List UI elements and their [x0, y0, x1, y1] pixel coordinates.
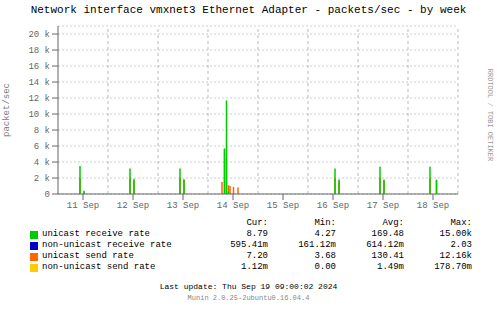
html-text:Last update: Thu Sep 19 09:00:: Last update: Thu Sep 19 09:00:02 2024	[159, 282, 338, 291]
html-text:12.16k: 12.16k	[439, 251, 472, 261]
svg-text:18 k: 18 k	[28, 46, 50, 56]
html-text:2.03: 2.03	[450, 240, 472, 250]
svg-text:16 Sep: 16 Sep	[317, 201, 349, 211]
svg-text:4 k: 4 k	[34, 158, 50, 168]
html-text:RRDTOOL / TOBI OETIKER: RRDTOOL / TOBI OETIKER	[486, 68, 494, 162]
svg-text:13 Sep: 13 Sep	[167, 201, 199, 211]
html-text:169.48: 169.48	[371, 229, 404, 239]
html-text:130.41: 130.41	[371, 251, 404, 261]
html-text:0.00: 0.00	[314, 262, 336, 272]
html-text:unicast receive rate: unicast receive rate	[42, 229, 150, 239]
svg-text:8 k: 8 k	[34, 126, 50, 136]
html-text:unicast send rate: unicast send rate	[42, 251, 134, 261]
html-text:1.12m: 1.12m	[241, 262, 268, 272]
svg-text:10 k: 10 k	[28, 110, 50, 120]
svg-text:17 Sep: 17 Sep	[367, 201, 399, 211]
html-text:7.20: 7.20	[246, 251, 268, 261]
html-text:non-unicast receive rate: non-unicast receive rate	[42, 240, 172, 250]
html-text:8.79: 8.79	[246, 229, 268, 239]
html-text:15.00k: 15.00k	[439, 229, 472, 239]
html-text:Munin 2.0.25-2ubuntu0.16.04.4: Munin 2.0.25-2ubuntu0.16.04.4	[187, 294, 310, 302]
svg-text:2 k: 2 k	[34, 174, 50, 184]
svg-text:14 k: 14 k	[28, 78, 50, 88]
svg-text:12 Sep: 12 Sep	[117, 201, 149, 211]
html-text:178.70m: 178.70m	[434, 262, 472, 272]
html-text:Max:: Max:	[450, 218, 472, 228]
svg-text:15 Sep: 15 Sep	[267, 201, 299, 211]
html-text:Network interface vmxnet3 Ethe: Network interface vmxnet3 Ethernet Adapt…	[30, 4, 467, 16]
svg-text:12 k: 12 k	[28, 94, 50, 104]
html-text:3.68: 3.68	[314, 251, 336, 261]
html-text:Min:: Min:	[314, 218, 336, 228]
svg-text:16 k: 16 k	[28, 62, 50, 72]
html-text:614.12m: 614.12m	[366, 240, 404, 250]
html-text:1.49m: 1.49m	[377, 262, 404, 272]
html-text:Avg:: Avg:	[382, 218, 404, 228]
svg-text:14 Sep: 14 Sep	[217, 201, 249, 211]
html-text:4.27: 4.27	[314, 229, 336, 239]
html-text:Cur:: Cur:	[246, 218, 268, 228]
svg-text:packet/sec: packet/sec	[8, 83, 12, 137]
svg-text:11 Sep: 11 Sep	[67, 201, 99, 211]
svg-text:0: 0	[45, 190, 50, 200]
html-text:non-unicast send rate: non-unicast send rate	[42, 262, 156, 272]
html-text:595.41m: 595.41m	[230, 240, 268, 250]
html-text:161.12m: 161.12m	[298, 240, 336, 250]
svg-text:6 k: 6 k	[34, 142, 50, 152]
svg-text:20 k: 20 k	[28, 30, 50, 40]
svg-text:18 Sep: 18 Sep	[417, 201, 449, 211]
